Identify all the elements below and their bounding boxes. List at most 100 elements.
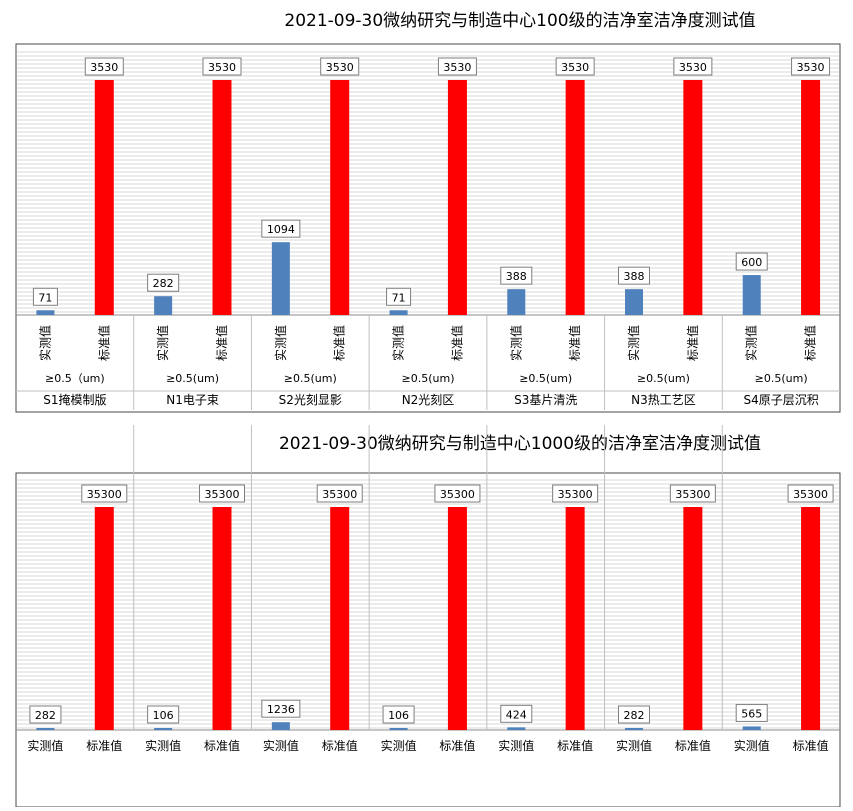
series-tick-label: 实测值 (27, 738, 63, 753)
location-label: N3热工艺区 (631, 393, 696, 407)
data-label-box (437, 57, 477, 76)
data-label-box (735, 252, 768, 271)
series-tick-label: 实测值 (381, 738, 417, 753)
data-label-box (386, 287, 412, 306)
data-label-box (618, 705, 650, 724)
series-tick-label: 实测值 (273, 325, 288, 361)
series-tick-label: 实测值 (616, 738, 652, 753)
data-label: 3530 (561, 61, 589, 74)
location-label: S3基片清洗 (514, 393, 577, 407)
data-label: 424 (506, 708, 527, 721)
bar-standard (212, 80, 232, 315)
series-tick-label: 实测值 (626, 325, 641, 361)
bar-measured (36, 728, 55, 730)
data-label: 388 (624, 270, 645, 283)
data-label: 35300 (322, 488, 357, 501)
data-label: 35300 (440, 488, 475, 501)
bar-standard (683, 507, 703, 730)
data-label: 35300 (87, 488, 122, 501)
data-label-box (673, 57, 713, 76)
series-tick-label: 标准值 (685, 325, 700, 361)
chart-100: 2021-09-30微纳研究与制造中心100级的洁净室洁净度测试值 71 实测值 35… (15, 11, 841, 413)
bar-standard (330, 507, 350, 730)
particle-size-label: ≥0.5(um) (166, 372, 219, 385)
series-tick-label: 实测值 (37, 325, 52, 361)
location-label: S4原子层沉积 (744, 393, 819, 407)
bar-measured (154, 296, 173, 315)
bar-measured (154, 728, 173, 730)
data-label: 3530 (208, 61, 236, 74)
data-label-box (32, 287, 58, 306)
data-label: 565 (741, 707, 762, 720)
data-label-box (29, 705, 62, 724)
data-label: 35300 (558, 488, 593, 501)
data-label-box (555, 57, 595, 76)
bar-standard (447, 80, 467, 315)
series-tick-label: 标准值 (96, 325, 111, 361)
series-tick-label: 实测值 (498, 738, 534, 753)
series-tick-label: 标准值 (204, 738, 240, 753)
series-tick-label: 实测值 (145, 738, 181, 753)
data-label: 1094 (267, 223, 295, 236)
bar-standard (94, 507, 114, 730)
particle-size-label: ≥0.5(um) (284, 372, 337, 385)
bar-measured (742, 726, 761, 730)
bar-standard (565, 507, 585, 730)
series-tick-label: 标准值 (86, 738, 122, 753)
data-label: 3530 (443, 61, 471, 74)
data-label: 106 (388, 709, 409, 722)
data-label: 600 (741, 256, 762, 269)
data-label-box (787, 484, 834, 503)
data-label-box (618, 266, 650, 285)
series-tick-label: 实测值 (744, 325, 759, 361)
bar-measured (625, 728, 643, 730)
data-label-box (500, 266, 533, 285)
data-label: 35300 (205, 488, 240, 501)
bar-standard (212, 507, 232, 730)
data-label: 3530 (90, 61, 118, 74)
bar-measured (625, 289, 643, 315)
data-label-box (434, 484, 481, 503)
data-label: 3530 (797, 61, 825, 74)
data-label-box (261, 699, 301, 718)
bar-measured (507, 727, 526, 730)
series-tick-label: 实测值 (734, 738, 770, 753)
data-label: 282 (35, 709, 56, 722)
particle-size-label: ≥0.5（um) (45, 372, 105, 385)
data-label-box (261, 219, 301, 238)
bar-standard (801, 80, 821, 315)
data-label-box (382, 705, 415, 724)
data-label-box (669, 484, 716, 503)
data-label-box (320, 57, 360, 76)
location-label: N1电子束 (166, 393, 219, 407)
bar-measured (271, 242, 290, 315)
bar-standard (683, 80, 703, 315)
bar-measured (507, 289, 526, 315)
series-tick-label: 标准值 (214, 325, 229, 361)
series-tick-label: 实测值 (391, 325, 406, 361)
series-tick-label: 标准值 (449, 325, 464, 361)
data-label-box (81, 484, 128, 503)
location-label: S1掩模制版 (43, 393, 106, 407)
bar-measured (36, 310, 55, 315)
data-label: 388 (506, 270, 527, 283)
series-tick-label: 实测值 (508, 325, 523, 361)
data-label-box (791, 57, 831, 76)
series-tick-label: 标准值 (322, 738, 358, 753)
bar-measured (389, 728, 408, 730)
data-label: 3530 (326, 61, 354, 74)
chart-1000-svg: 2021-09-30微纳研究与制造中心1000级的洁净室洁净度测试值 282 实测值… (15, 334, 841, 808)
data-label-box (202, 57, 242, 76)
bar-standard (330, 80, 350, 315)
bar-measured (271, 722, 290, 730)
series-tick-label: 标准值 (439, 738, 475, 753)
data-label-box (84, 57, 124, 76)
chart-100-svg: 2021-09-30微纳研究与制造中心100级的洁净室洁净度测试值 71 实测值 35… (15, 11, 841, 413)
series-tick-label: 标准值 (675, 738, 711, 753)
chart-title: 2021-09-30微纳研究与制造中心1000级的洁净室洁净度测试值 (279, 434, 761, 454)
chart-title: 2021-09-30微纳研究与制造中心100级的洁净室洁净度测试值 (284, 11, 755, 31)
data-label: 35300 (793, 488, 828, 501)
bar-standard (801, 507, 821, 730)
series-tick-label: 实测值 (263, 738, 299, 753)
data-label: 1236 (267, 703, 295, 716)
